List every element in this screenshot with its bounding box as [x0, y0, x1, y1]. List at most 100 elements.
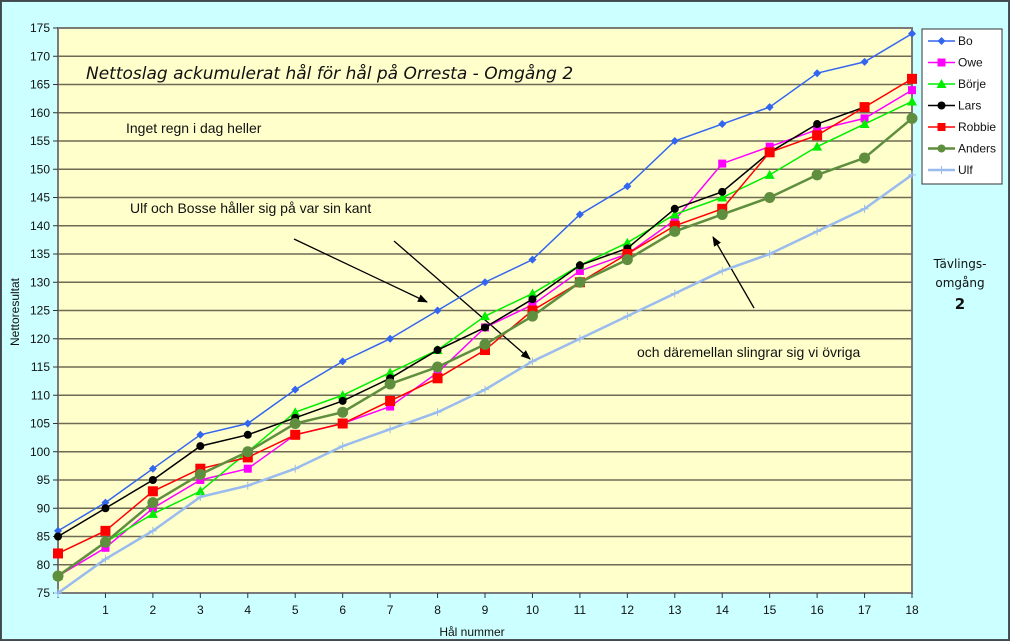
data-point-robbie	[337, 418, 348, 429]
legend-marker	[937, 144, 946, 153]
data-point-anders	[526, 310, 538, 322]
data-point-owe	[813, 125, 822, 134]
data-point-borje	[147, 508, 158, 518]
y-tick-label: 155	[30, 134, 50, 148]
side-label-line2: omgång	[935, 276, 984, 290]
data-point-anders	[764, 192, 776, 203]
data-point-owe	[718, 159, 727, 168]
y-tick-label: 100	[30, 445, 50, 459]
data-point-robbie	[764, 147, 775, 158]
data-point-bo	[528, 255, 537, 264]
x-tick-label: 16	[810, 603, 824, 617]
x-tick-label: 15	[763, 603, 777, 617]
legend-label: Bo	[958, 34, 973, 48]
data-point-ulf	[623, 312, 632, 321]
y-tick-label: 110	[31, 388, 50, 402]
x-tick-label: 12	[621, 603, 635, 617]
data-point-anders	[811, 169, 823, 181]
x-tick-label: 17	[858, 603, 872, 617]
data-point-ulf	[243, 481, 252, 490]
series-anders	[52, 112, 918, 582]
legend-marker	[937, 123, 946, 131]
data-point-lars	[243, 430, 252, 439]
data-point-ulf	[291, 464, 300, 473]
data-point-anders	[859, 152, 871, 164]
y-axis: 75 80 85 90 95 100 105 110 115 120 125 130 135 140 145…	[30, 21, 58, 600]
legend-item-bo: Bo	[928, 34, 973, 48]
data-point-anders	[669, 225, 681, 237]
data-point-robbie	[290, 429, 301, 440]
y-tick-label: 165	[30, 78, 50, 92]
arrow-to-bo	[293, 238, 428, 303]
y-tick-label: 130	[30, 275, 50, 289]
x-tick-label: 7	[387, 603, 394, 617]
data-point-lars	[528, 295, 537, 304]
y-tick-label: 95	[37, 473, 51, 487]
data-point-ulf	[528, 357, 537, 366]
legend-item-anders: Anders	[928, 142, 996, 156]
data-point-anders	[906, 112, 918, 124]
data-point-owe	[765, 142, 774, 151]
annotation-others: och däremellan slingrar sig vi övriga	[637, 344, 861, 360]
data-point-owe	[243, 464, 252, 473]
data-point-borje	[669, 209, 680, 219]
data-point-owe	[575, 266, 584, 275]
data-point-anders	[384, 378, 396, 390]
legend-label: Anders	[958, 142, 996, 156]
data-point-owe	[101, 543, 110, 552]
legend: Bo Owe Börje Lars Robbie Anders Ulf	[921, 28, 1003, 185]
data-point-bo	[481, 278, 489, 287]
data-point-lars	[433, 346, 442, 355]
data-point-bo	[813, 69, 822, 78]
data-point-borje	[907, 96, 917, 106]
legend-item-lars: Lars	[928, 99, 981, 113]
x-tick-label: 2	[150, 603, 157, 617]
data-point-bo	[718, 120, 727, 129]
data-point-anders	[432, 361, 444, 373]
data-point-ulf	[718, 266, 727, 275]
data-point-owe	[386, 402, 395, 411]
data-point-ulf	[481, 385, 489, 394]
legend-marker	[937, 58, 946, 67]
data-point-robbie	[147, 486, 158, 497]
data-point-lars	[101, 504, 110, 513]
data-point-ulf	[386, 425, 395, 434]
legend-label: Börje	[958, 77, 986, 91]
data-point-ulf	[54, 589, 62, 597]
data-point-lars	[338, 396, 347, 405]
data-point-bo	[575, 210, 584, 219]
data-point-robbie	[195, 463, 206, 474]
data-point-lars	[148, 476, 157, 484]
data-point-borje	[195, 486, 206, 496]
data-point-anders	[147, 497, 159, 509]
x-tick-label: 8	[434, 603, 441, 617]
legend-label: Ulf	[958, 163, 973, 177]
data-point-bo	[386, 334, 395, 343]
data-point-bo	[54, 526, 62, 535]
legend-marker	[937, 166, 946, 174]
data-point-bo	[860, 57, 869, 66]
y-tick-label: 140	[30, 219, 50, 233]
data-point-borje	[337, 390, 348, 400]
series-line-lars	[57, 106, 865, 538]
data-point-robbie	[717, 203, 728, 214]
x-tick-label: 18	[905, 603, 919, 617]
data-point-robbie	[859, 102, 870, 113]
legend-item-owe: Owe	[928, 56, 983, 70]
x-tick-label: 13	[668, 603, 682, 617]
x-tick-label: 9	[482, 603, 489, 617]
data-point-owe	[148, 504, 157, 513]
data-point-borje	[812, 141, 823, 151]
data-point-borje	[717, 192, 728, 202]
y-tick-label: 115	[31, 360, 50, 374]
data-point-bo	[765, 103, 774, 112]
series-bo	[54, 29, 916, 535]
series-ulf	[54, 170, 916, 597]
data-point-owe	[908, 86, 916, 95]
gridlines	[58, 55, 912, 566]
legend-box	[921, 28, 1003, 185]
y-tick-label: 105	[30, 417, 50, 431]
annotation-ulf-bosse: Ulf och Bosse håller sig på var sin kant	[130, 200, 371, 216]
x-tick-label: 5	[292, 603, 299, 617]
